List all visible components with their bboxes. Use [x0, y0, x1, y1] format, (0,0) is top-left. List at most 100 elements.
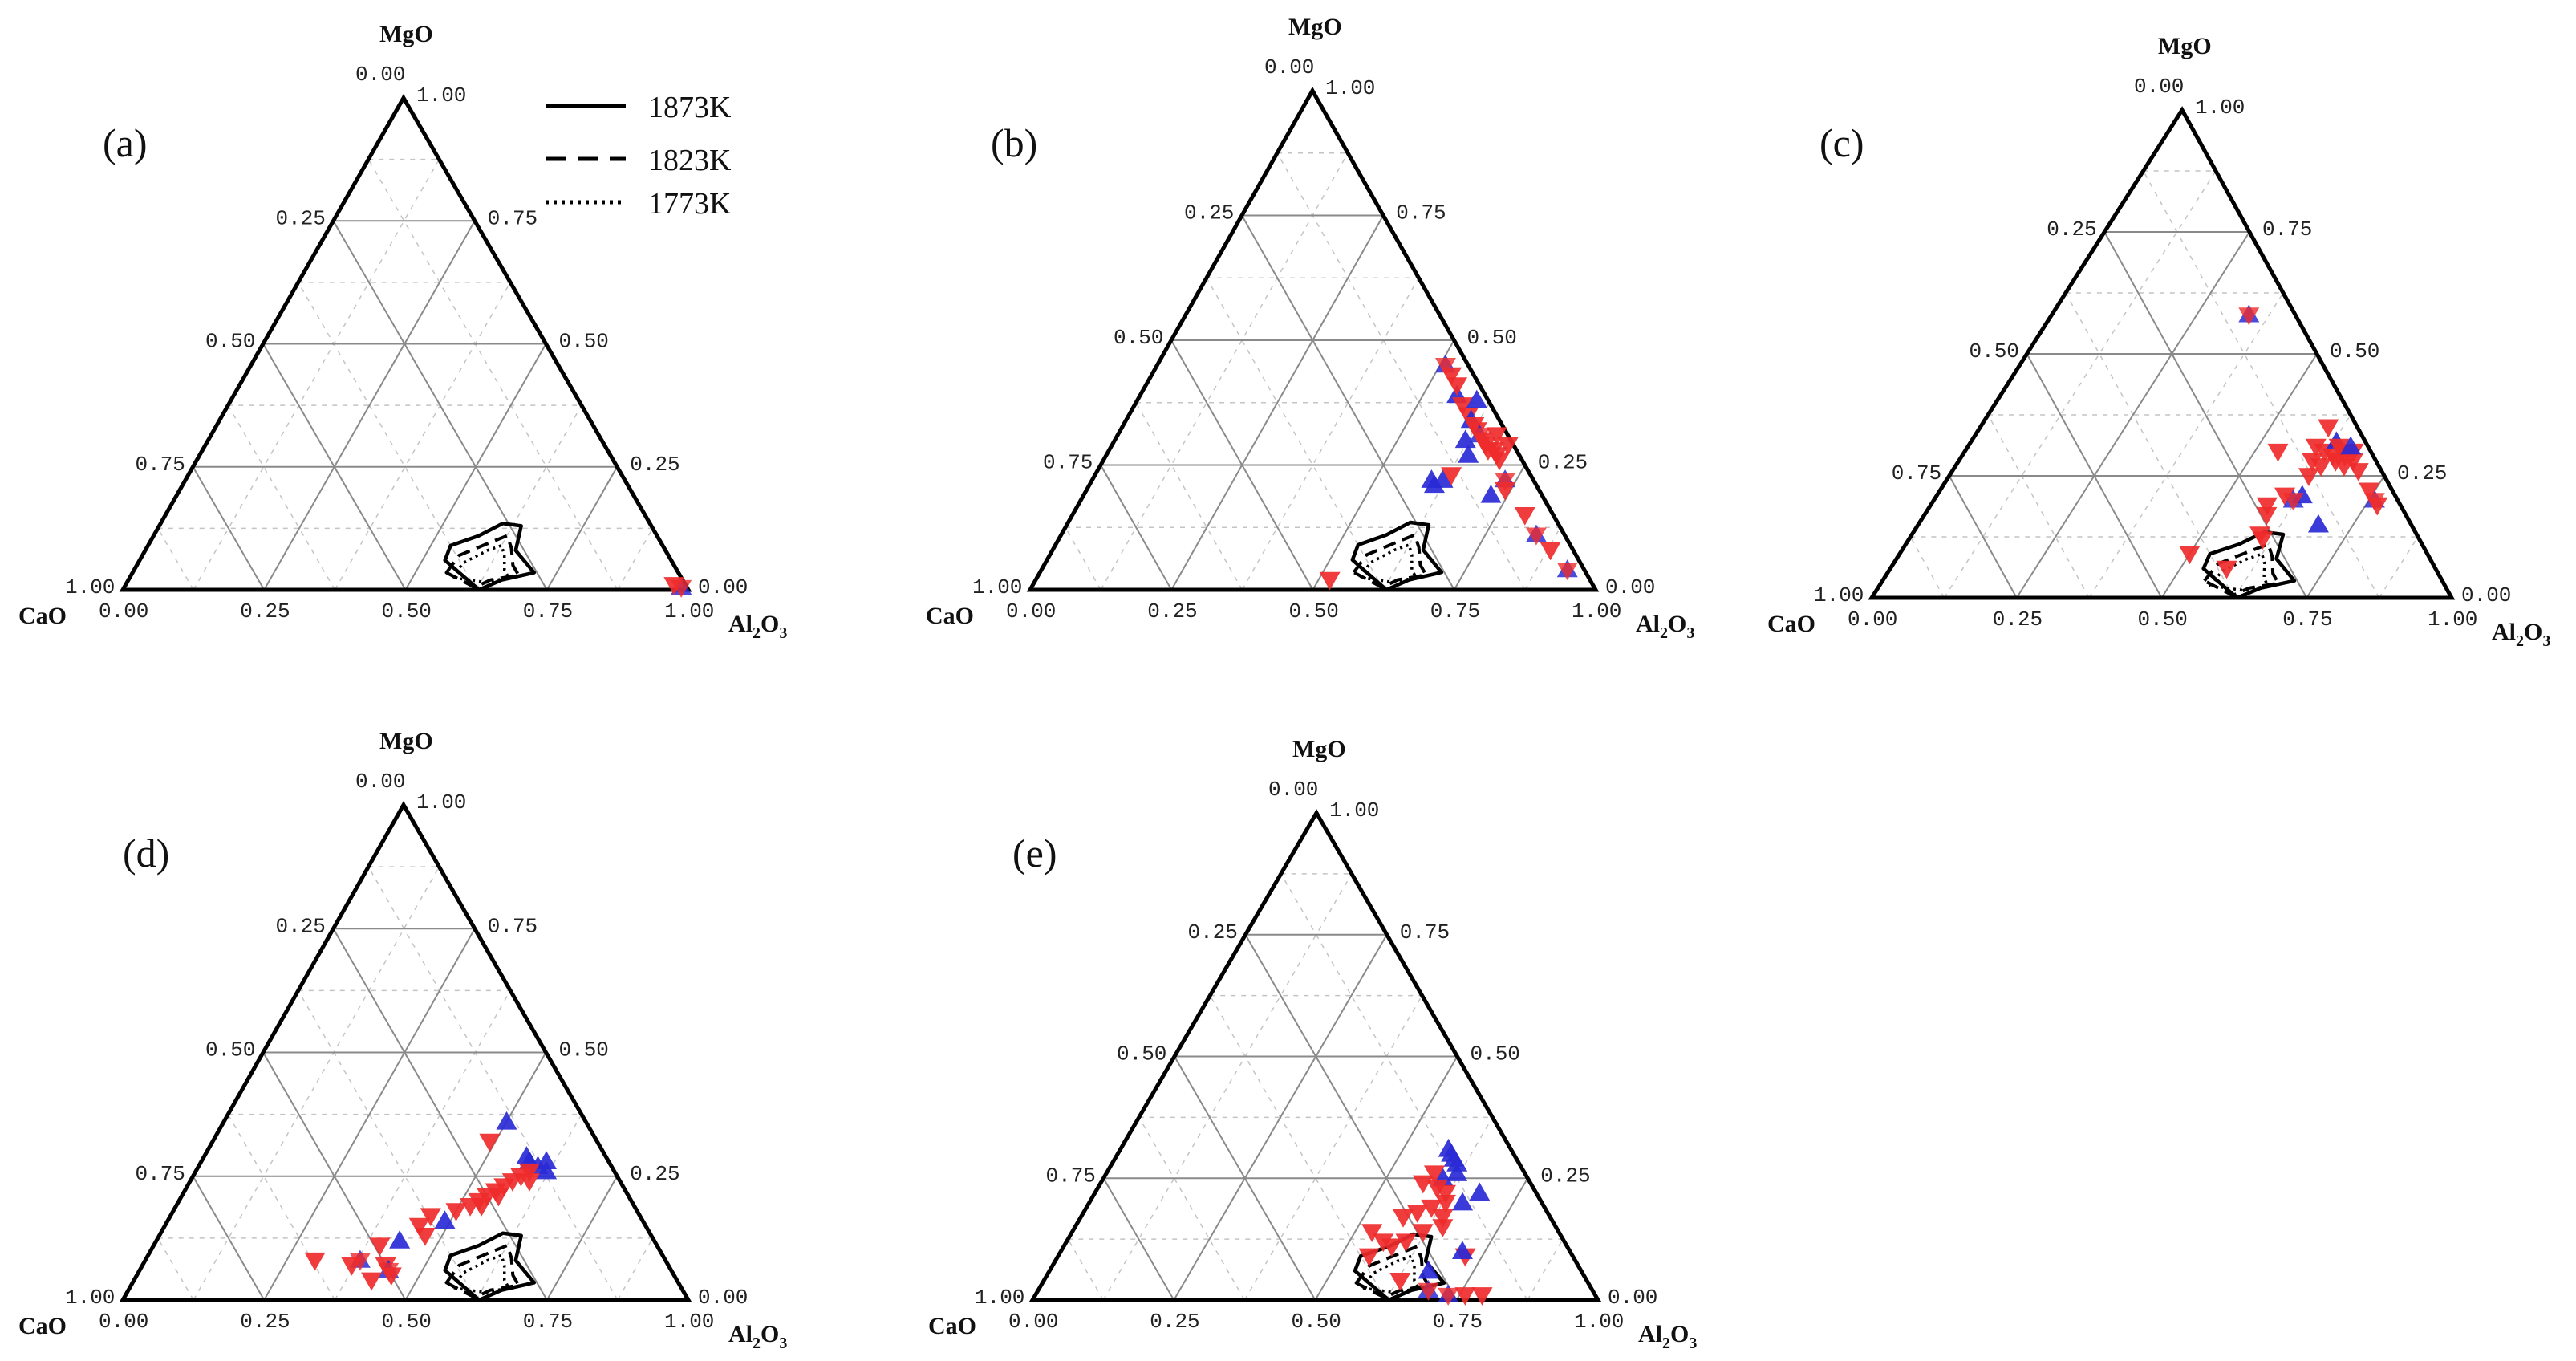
data-point-down-triangle: [2298, 468, 2320, 486]
data-point-down-triangle: [1441, 367, 1462, 386]
tick-label-bottom: 1.00: [2428, 607, 2477, 632]
data-point-down-triangle: [2367, 497, 2388, 516]
data-point-up-triangle: [2340, 436, 2362, 455]
tick-label-left: 0.50: [1970, 339, 2019, 364]
minor-gridline: [334, 990, 511, 1301]
major-gridline: [1948, 475, 2018, 599]
axis-title-cao: CaO: [18, 603, 67, 629]
ternary-panel-4: 0.00 0.25 0.50 0.75 1.000.000.250.500.751.00…: [18, 728, 787, 1352]
tick-label-left: 0.00: [1264, 55, 1314, 79]
tick-label-left: 0.75: [136, 453, 185, 477]
tick-label-left: 0.00: [355, 770, 405, 794]
liquid-region-contour-1823K: [444, 534, 521, 589]
data-point-down-triangle: [361, 1272, 383, 1291]
minor-gridline: [1065, 526, 1101, 591]
liquid-region-contour-1773K: [1360, 1254, 1420, 1294]
data-point-down-triangle: [1432, 1209, 1454, 1228]
data-point-star: [1525, 524, 1547, 546]
data-point-down-triangle: [1471, 1287, 1493, 1306]
data-point-down-triangle: [479, 1133, 501, 1152]
tick-label-right: 0.25: [1538, 451, 1588, 475]
minor-gridline: [475, 404, 582, 591]
triangle-frame: [1028, 809, 1602, 1302]
data-point-down-triangle: [2343, 453, 2363, 472]
major-gridline: [2026, 353, 2163, 599]
major-gridline: [1170, 215, 1385, 591]
tick-label-bottom: 0.75: [523, 599, 573, 624]
data-point-down-triangle: [1540, 542, 1561, 561]
minor-gridline: [227, 404, 336, 591]
tick-label-left: 0.25: [1188, 920, 1238, 945]
tick-label-left: 0.50: [1117, 1042, 1166, 1066]
data-point-down-triangle: [2256, 506, 2278, 526]
tick-label-left: 0.00: [2134, 75, 2184, 99]
data-point-down-triangle: [414, 1228, 436, 1246]
tick-label-right: 0.75: [1396, 201, 1446, 225]
liquid-region-contour-1823K: [444, 1244, 521, 1299]
major-gridline: [1455, 1177, 1529, 1301]
major-gridline: [1170, 339, 1314, 591]
data-point-up-triangle: [1454, 429, 1476, 449]
tick-label-left: 1.00: [975, 1286, 1024, 1310]
data-point-down-triangle: [1497, 437, 1519, 456]
tick-label-right: 1.00: [416, 790, 466, 815]
data-point-down-triangle: [2256, 497, 2278, 516]
liquid-region-contour-1773K: [1357, 543, 1418, 584]
tick-label-right: 1.00: [2195, 95, 2245, 120]
data-point-down-triangle: [1486, 427, 1507, 446]
data-point-down-triangle: [2305, 438, 2327, 457]
data-point-star: [1556, 559, 1578, 581]
data-point-down-triangle: [341, 1257, 363, 1276]
tick-label-right: 0.75: [1400, 920, 1450, 945]
tick-label-bottom: 0.00: [1848, 607, 1897, 632]
data-point-down-triangle: [1412, 1224, 1434, 1243]
data-point-down-triangle: [2179, 546, 2201, 565]
triangle-frame: [119, 93, 692, 592]
data-point-down-triangle: [1395, 1233, 1417, 1253]
tick-label-right: 0.25: [2397, 461, 2447, 485]
axis-title-cao: CaO: [926, 603, 974, 629]
liquid-region-contour-1873K: [2201, 530, 2297, 600]
major-gridline: [546, 466, 619, 591]
tick-label-bottom: 0.50: [1289, 599, 1339, 624]
data-point-down-triangle: [1514, 506, 1535, 526]
data-point-down-triangle: [2325, 453, 2347, 472]
data-point-down-triangle: [2359, 482, 2380, 502]
tick-label-right: 0.00: [2461, 583, 2511, 607]
data-point-down-triangle: [1495, 481, 1516, 501]
axis-title-cao: CaO: [1767, 611, 1815, 637]
liquid-region-contour-1773K: [450, 1253, 510, 1294]
data-point-down-triangle: [1361, 1224, 1383, 1243]
data-point-up-triangle: [1418, 1260, 1439, 1279]
panel-label: (d): [123, 831, 169, 876]
minor-gridline: [475, 1114, 582, 1301]
tick-label-left: 0.25: [276, 206, 326, 230]
panel-label: (c): [1819, 120, 1864, 165]
ternary-panel-3: 0.00 0.25 0.50 0.75 1.000.000.250.500.751.00…: [1767, 33, 2550, 650]
major-gridline: [192, 466, 266, 591]
panel-label: (a): [103, 120, 148, 165]
minor-gridline: [1241, 277, 1420, 591]
minor-gridline: [1909, 536, 1945, 599]
triangle-frame: [1026, 86, 1600, 592]
tick-label-left: 0.50: [205, 1038, 255, 1062]
minor-gridline: [1067, 1238, 1104, 1301]
data-point-down-triangle: [2252, 531, 2274, 550]
ternary-panel-5: 0.00 0.25 0.50 0.75 1.000.000.250.500.751.00…: [928, 736, 1697, 1352]
data-point-down-triangle: [1434, 1194, 1456, 1213]
data-point-down-triangle: [1319, 571, 1341, 591]
data-point-up-triangle: [434, 1210, 456, 1229]
tick-label-right: 1.00: [1329, 798, 1379, 823]
tick-label-right: 0.00: [698, 575, 748, 599]
axis-title-al2o3: Al2O3: [728, 611, 787, 642]
legend-label: 1873K: [648, 91, 732, 124]
axis-title-cao: CaO: [928, 1313, 976, 1339]
minor-gridline: [1100, 152, 1349, 591]
axis-title-al2o3: Al2O3: [1636, 611, 1694, 642]
data-point-up-triangle: [1446, 1163, 1468, 1181]
data-point-up-triangle: [1446, 1153, 1468, 1172]
tick-label-right: 0.00: [698, 1286, 748, 1310]
data-point-star: [2238, 304, 2260, 326]
